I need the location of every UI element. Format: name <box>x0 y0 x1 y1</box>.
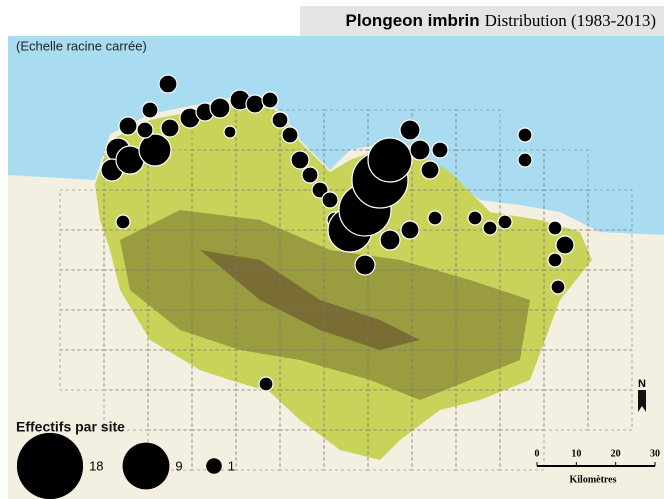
title-rest: Distribution (1983-2013) <box>485 11 656 30</box>
legend-label: 9 <box>175 458 182 473</box>
site <box>137 122 153 138</box>
scale-tick-label: 10 <box>571 448 581 459</box>
site <box>119 117 137 135</box>
site <box>556 236 574 254</box>
legend-label: 18 <box>89 458 103 473</box>
legend-label: 1 <box>228 458 235 473</box>
site <box>380 230 400 250</box>
site <box>246 95 264 113</box>
site <box>282 127 298 143</box>
map-figure: Plongeon imbrinDistribution (1983-2013) … <box>0 0 664 499</box>
scale-tick-label: 30 <box>650 448 660 459</box>
scale-note: (Echelle racine carrée) <box>16 38 147 53</box>
scale-unit: Kilomètres <box>569 474 616 485</box>
site <box>428 211 442 225</box>
site <box>401 221 419 239</box>
site <box>291 151 309 169</box>
scale-tick-label: 0 <box>535 448 540 459</box>
site <box>548 221 562 235</box>
site <box>161 119 179 137</box>
site <box>139 134 171 166</box>
site <box>210 98 230 118</box>
site <box>116 215 130 229</box>
title-bold: Plongeon imbrin <box>345 11 479 30</box>
site <box>142 102 158 118</box>
site <box>432 142 448 158</box>
scale-tick-label: 20 <box>611 448 621 459</box>
site <box>322 192 338 208</box>
legend-circle <box>17 433 83 499</box>
site <box>551 280 565 294</box>
site <box>400 120 420 140</box>
site <box>518 153 532 167</box>
site <box>272 112 288 128</box>
site <box>518 128 532 142</box>
map-title: Plongeon imbrin Distribution (1983-2013) <box>345 11 656 31</box>
site <box>410 140 430 160</box>
legend-title: Effectifs par site <box>16 419 125 435</box>
site <box>259 377 273 391</box>
north-label: N <box>638 378 646 390</box>
site <box>421 161 439 179</box>
site <box>483 221 497 235</box>
site <box>548 253 562 267</box>
legend-circle <box>123 443 170 490</box>
site <box>224 126 236 138</box>
legend-circle <box>206 458 222 474</box>
site <box>355 255 375 275</box>
site <box>368 138 412 182</box>
site <box>262 92 278 108</box>
site <box>302 167 318 183</box>
site <box>498 215 512 229</box>
site <box>468 211 482 225</box>
site <box>159 75 177 93</box>
